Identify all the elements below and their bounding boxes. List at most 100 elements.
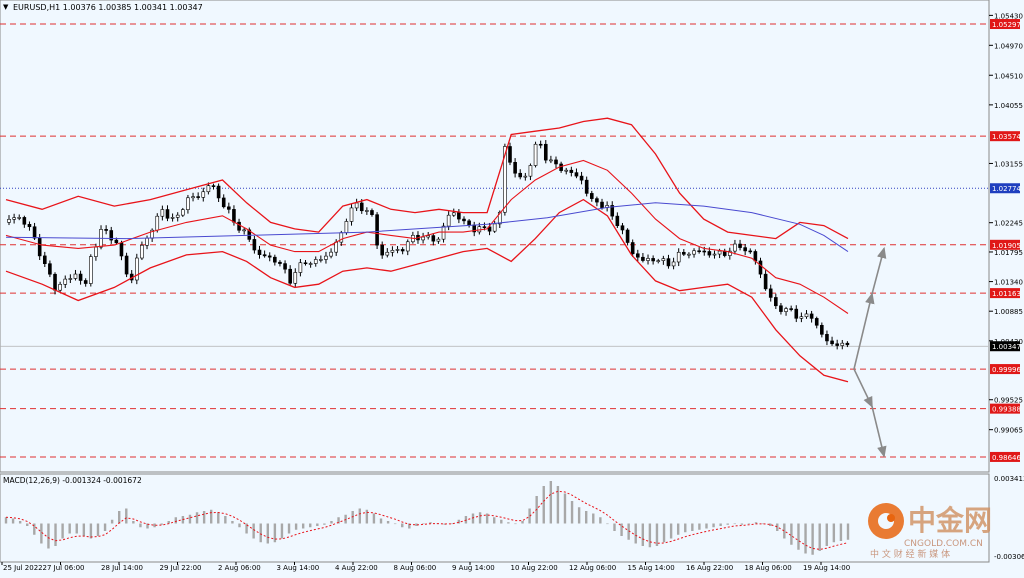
macd-bar <box>832 523 836 543</box>
candle-body <box>104 229 108 231</box>
candle-body <box>630 242 635 255</box>
candle-body <box>845 342 850 346</box>
macd-bar <box>733 523 736 525</box>
price-level-tag <box>990 239 1020 250</box>
macd-bar <box>4 517 8 524</box>
chart-title: EURUSD,H1 1.00376 1.00385 1.00341 1.0034… <box>13 3 203 12</box>
candle-body <box>298 262 303 273</box>
macd-bar <box>47 523 50 549</box>
candle-body <box>53 273 57 291</box>
candle-body <box>308 263 313 265</box>
macd-bar <box>33 523 36 535</box>
macd-bar <box>818 523 821 551</box>
macd-bar <box>266 523 269 544</box>
candle-body <box>794 308 799 319</box>
macd-bar <box>570 501 574 524</box>
macd-bar <box>344 514 347 524</box>
macd-bar <box>662 523 666 543</box>
macd-bar <box>68 523 71 534</box>
macd-bar <box>401 523 404 528</box>
macd-bar <box>556 486 560 524</box>
macd-bar <box>698 523 701 530</box>
candle-body <box>707 251 712 256</box>
macd-bar <box>89 523 93 539</box>
macd-bar <box>125 508 128 524</box>
macd-bar <box>330 521 333 524</box>
macd-bar <box>684 523 687 533</box>
time-tick-label: 15 Aug 14:00 <box>628 564 675 572</box>
macd-bar <box>768 523 772 526</box>
main-panel[interactable] <box>0 0 990 473</box>
candle-body <box>42 255 47 264</box>
macd-bar <box>790 523 793 545</box>
candle-body <box>12 217 16 220</box>
candle-body <box>140 244 144 259</box>
macd-bar <box>294 523 298 530</box>
time-tick-label: 9 Aug 14:00 <box>452 564 495 572</box>
macd-bar <box>450 523 453 525</box>
time-tick-label: 28 Jul 14:00 <box>101 564 143 572</box>
watermark-logo-dot <box>887 514 895 522</box>
candle-body <box>206 185 211 193</box>
price-tick-label: 1.03155 <box>994 160 1023 168</box>
candle-body <box>779 305 783 312</box>
price-tick-label: 1.00885 <box>994 308 1023 316</box>
candle-body <box>543 143 548 161</box>
projection-arrow-2 <box>871 246 887 295</box>
macd-bar <box>549 481 553 524</box>
macd-bar <box>209 509 213 524</box>
candle-body <box>124 255 129 275</box>
macd-tick-label: 0.003413 <box>994 475 1024 483</box>
macd-bar <box>259 523 262 543</box>
candle-body <box>682 251 686 255</box>
candle-body <box>329 251 333 257</box>
candle-body <box>221 197 226 208</box>
price-level-tag-text: 0.99996 <box>992 366 1021 374</box>
macd-bar <box>323 523 326 525</box>
candle-body <box>155 215 160 231</box>
candle-body <box>825 334 829 342</box>
candle-body <box>702 250 707 253</box>
candle-body <box>32 226 37 239</box>
macd-bar <box>712 523 715 528</box>
candle-body <box>293 272 298 284</box>
candle-body <box>615 215 620 227</box>
candle-body <box>211 185 216 187</box>
candle-body <box>237 221 241 231</box>
macd-bar <box>408 523 411 529</box>
macd-bar <box>485 513 489 524</box>
macd-bar <box>82 523 86 536</box>
candle-body <box>451 212 456 216</box>
candle-body <box>114 239 119 244</box>
candle-body <box>768 288 773 298</box>
macd-bar <box>202 511 206 524</box>
candle-body <box>666 258 671 267</box>
macd-bar <box>429 522 432 524</box>
candle-body <box>109 230 114 241</box>
macd-bar <box>217 512 220 524</box>
macd-bar <box>393 523 397 525</box>
bollinger-upper-line <box>5 117 849 240</box>
macd-bar <box>40 523 43 544</box>
macd-bar <box>118 511 121 524</box>
candle-body <box>528 165 533 177</box>
candle-body <box>68 278 73 280</box>
price-level-tag-text: 1.05297 <box>992 21 1021 29</box>
candle-body <box>288 268 292 284</box>
collapse-triangle-icon[interactable]: ▼ <box>3 3 9 11</box>
candle-body <box>646 258 650 261</box>
price-tick-label: 1.02245 <box>994 220 1023 228</box>
candle-body <box>712 253 717 256</box>
candle-body <box>549 159 553 162</box>
macd-bar <box>139 523 142 528</box>
price-level-tag <box>990 19 1020 30</box>
candle-body <box>738 243 742 248</box>
candle-body <box>656 260 661 262</box>
macd-bar <box>811 523 814 555</box>
macd-bar <box>627 523 630 540</box>
macd-bar <box>719 523 722 526</box>
candle-body <box>533 143 538 166</box>
candle-body <box>492 223 497 232</box>
candle-body <box>513 161 517 174</box>
